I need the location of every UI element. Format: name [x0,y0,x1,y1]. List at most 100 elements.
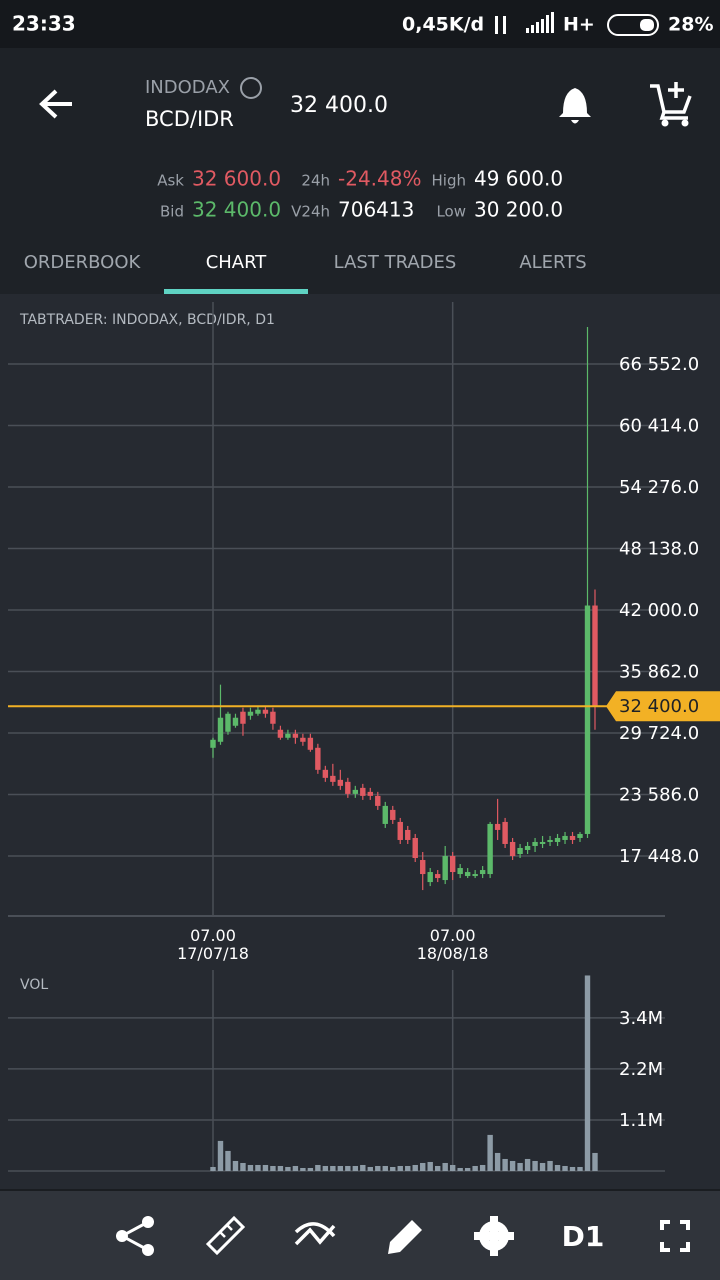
y-tick-label: 2.2M [619,1059,663,1080]
candle-body [292,733,299,738]
candle-body [539,841,546,844]
tab[interactable]: ORDERBOOK [24,252,142,273]
chart-bg [0,294,720,1190]
chart-title: TABTRADER: INDODAX, BCD/IDR, D1 [19,312,275,328]
volume-bar [292,1165,299,1171]
stat-label: Bid [160,203,184,221]
battery-icon [607,14,659,36]
y-tick-label: 66 552.0 [619,354,699,375]
add-cart-button[interactable] [650,84,692,120]
volume-bar [255,1164,261,1171]
candle-body [442,856,448,881]
volume-bar [247,1164,254,1171]
share-button[interactable] [116,1216,154,1256]
candle-body [517,847,523,854]
candle-body [412,837,418,859]
volume-bar [315,1164,321,1171]
candle-body [307,737,314,750]
volume-bar [390,1166,396,1171]
y-tick-label: 35 862.0 [619,662,699,683]
stat-value: 32 600.0 [192,167,281,191]
stat-label: 24h [301,172,330,190]
volume-bar [472,1165,478,1171]
candle-body [367,791,373,796]
y-tick-label: 1.1M [619,1110,663,1131]
volume-bar [509,1160,516,1171]
battery-level [640,19,654,31]
volume-bar [494,1152,501,1171]
candle-body [210,739,216,748]
candle-body [577,833,583,838]
volume-bar [487,1134,493,1171]
candle-body [562,835,568,840]
volume-bar [554,1164,561,1171]
volume-bar [517,1162,523,1171]
stat-value: -24.48% [338,167,421,191]
timeframe-button[interactable]: D1 [562,1220,605,1253]
volume-bar [502,1158,508,1171]
volume-bar [397,1165,403,1171]
volume-bar [435,1165,441,1171]
cart-wheel [681,119,689,127]
candle-body [584,605,591,834]
stat-value: 32 400.0 [192,198,281,222]
header-bg [0,48,720,294]
y-tick-label: 17 448.0 [619,846,699,867]
candle-body [569,835,576,840]
indicators-button[interactable] [294,1222,336,1246]
volume-bar [405,1165,411,1171]
y-tick-label: 42 000.0 [619,600,699,621]
candle-body [390,809,396,820]
volume-bar [375,1165,381,1171]
last-price: 32 400.0 [290,93,388,118]
candle-body [449,856,456,873]
volume-bar [367,1166,373,1171]
stat-label: Low [436,203,466,221]
volume-bar [449,1164,456,1171]
draw-button[interactable] [388,1220,422,1254]
current-price-tag [606,691,720,722]
signal-icon [495,12,554,34]
volume-bar [217,1140,224,1171]
candle-body [270,711,276,724]
settings-button[interactable] [474,1216,514,1256]
y-tick-label: 48 138.0 [619,539,699,560]
tab[interactable]: CHART [206,252,268,273]
stat-value: 30 200.0 [474,198,563,222]
tab[interactable]: ALERTS [519,252,586,273]
candle-body [330,775,336,782]
volume-bar [532,1160,538,1171]
ruler-button[interactable] [205,1215,246,1256]
candle-body [277,729,284,738]
candle-body [494,823,501,830]
status-speed: 0,45K/d [402,14,484,36]
back-button[interactable] [39,89,72,119]
volume-bar [592,1152,598,1171]
status-bar [0,0,720,48]
fullscreen-button[interactable] [660,1220,690,1252]
x-tick-label: 07.00 18/08/18 [416,926,489,963]
tab[interactable]: LAST TRADES [334,252,457,273]
volume-bar [360,1164,366,1171]
candle-body [262,709,269,714]
candle-body [247,711,254,716]
y-tick-label: 29 724.0 [619,723,699,744]
candle-body [352,789,359,794]
volume-bar [330,1165,336,1171]
volume-bar [442,1162,448,1171]
alert-bell-button[interactable] [559,88,591,124]
candle-body [397,821,403,840]
candle-body [405,829,411,840]
volume-bar [457,1167,463,1171]
candle-body [472,874,478,877]
pair-name: BCD/IDR [145,107,234,131]
candle-body [300,737,306,742]
y-tick-label: 54 276.0 [619,477,699,498]
candle-body [502,821,508,844]
chart-title: VOL [20,977,48,993]
candle-body [255,709,261,714]
candle-body [360,787,366,796]
volume-bar [479,1164,486,1171]
volume-bar [427,1161,433,1171]
